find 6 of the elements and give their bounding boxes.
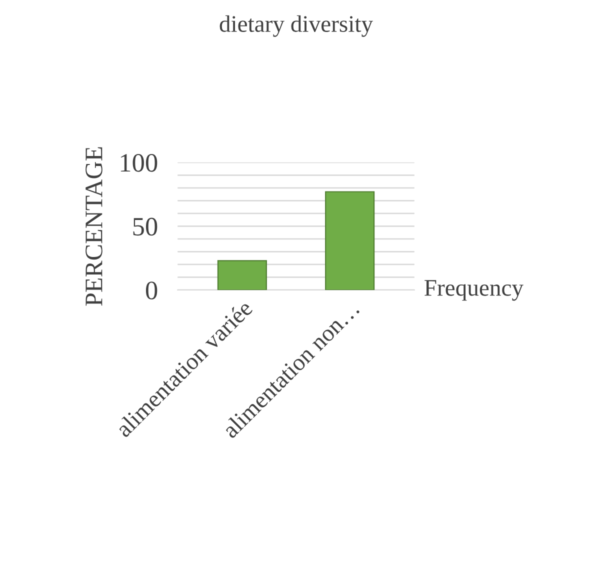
y-axis-title: PERCENTAGE <box>86 147 102 306</box>
y-tick-label: 100 <box>120 154 158 172</box>
y-tick-label: 0 <box>146 282 158 300</box>
chart-title: dietary diversity <box>220 15 373 37</box>
text: Frequency <box>424 280 524 301</box>
y-tick-label: 50 <box>133 218 158 236</box>
